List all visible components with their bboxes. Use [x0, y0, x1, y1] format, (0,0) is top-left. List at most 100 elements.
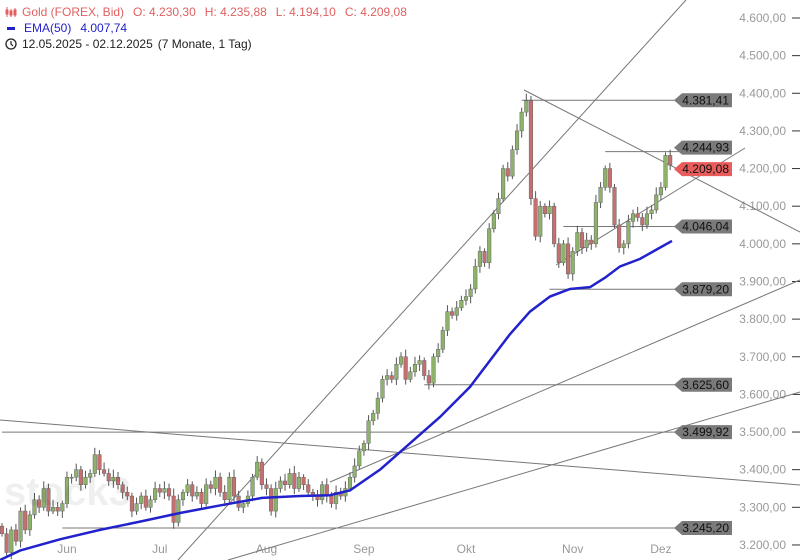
candle-body: [505, 168, 510, 177]
candle-body: [375, 397, 380, 414]
candle-body: [78, 469, 83, 485]
candle-body: [92, 454, 97, 474]
candle-body: [579, 232, 585, 248]
label-text: 3.879,20: [682, 282, 729, 296]
candle: [385, 369, 390, 386]
ema-line-icon: [7, 26, 15, 30]
candle-body: [18, 510, 23, 542]
candle-body: [575, 232, 580, 252]
candle-body: [422, 360, 427, 376]
level-price-label: 3.625,60: [674, 377, 732, 392]
candle: [111, 469, 116, 488]
watermark-logo: stock3: [4, 470, 131, 514]
candle-body: [621, 243, 626, 248]
candle-body: [663, 155, 668, 188]
level-price-label: 3.879,20: [674, 282, 732, 297]
candle-body: [166, 488, 172, 497]
candle: [23, 504, 28, 535]
candle-body: [491, 213, 496, 230]
candle: [264, 478, 269, 496]
candle: [88, 469, 93, 483]
candle-body: [366, 420, 371, 444]
candle: [166, 483, 172, 501]
candle: [607, 162, 612, 193]
candle: [621, 240, 626, 255]
candle-body: [510, 149, 515, 177]
candle-body: [352, 465, 357, 478]
candle: [190, 481, 195, 502]
candle-body: [463, 296, 469, 301]
candle-body: [46, 488, 51, 512]
candle-body: [668, 155, 673, 166]
candle: [598, 182, 603, 209]
candle-body: [361, 443, 366, 452]
candle: [46, 483, 51, 517]
label-background: [674, 520, 732, 535]
ema-row: EMA(50) 4.007,74: [5, 20, 411, 36]
y-tick-label: 4.200,00: [739, 162, 786, 176]
candle: [0, 523, 5, 537]
candle-body: [64, 476, 70, 504]
candle: [64, 471, 70, 509]
candle: [454, 301, 459, 321]
y-tick-label: 4.500,00: [739, 49, 786, 63]
candlestick-icon: [5, 7, 17, 17]
candle-body: [459, 300, 464, 309]
candle-body: [436, 348, 441, 358]
y-tick-label: 3.900,00: [739, 274, 786, 288]
candle: [570, 247, 575, 281]
candle: [575, 225, 580, 256]
candle: [436, 343, 441, 363]
clock-icon: [5, 38, 17, 50]
candle: [315, 490, 320, 507]
candle: [78, 465, 83, 491]
candle: [324, 478, 329, 503]
candle-body: [134, 503, 139, 512]
candle-body: [538, 205, 543, 237]
candle-body: [69, 476, 74, 479]
candle-body: [417, 360, 422, 365]
candle: [180, 489, 186, 506]
candle: [32, 493, 37, 519]
candle-body: [501, 168, 506, 199]
candle: [259, 458, 264, 490]
candle: [334, 485, 339, 510]
candle-body: [426, 375, 431, 384]
candle: [41, 481, 46, 511]
candle-body: [514, 130, 520, 150]
candle: [199, 488, 204, 509]
candle: [654, 187, 659, 214]
candle-body: [292, 473, 297, 489]
symbol-name[interactable]: Gold (FOREX, Bid): [22, 5, 125, 19]
candle-body: [287, 473, 292, 485]
candle: [69, 473, 74, 484]
candle-body: [334, 492, 339, 504]
candle-body: [598, 187, 603, 203]
candle-body: [102, 469, 107, 474]
candle-body: [157, 488, 162, 493]
candle: [60, 500, 65, 518]
x-tick-label: Jun: [57, 542, 76, 556]
candle-body: [171, 495, 176, 523]
label-background: [674, 282, 732, 297]
ema-label[interactable]: EMA(50): [24, 21, 72, 35]
candle: [204, 478, 209, 507]
candle-body: [649, 209, 654, 214]
candle: [547, 200, 552, 220]
candle-body: [185, 484, 190, 493]
candle-body: [496, 198, 501, 214]
candle-body: [269, 488, 274, 512]
candle-body: [296, 476, 302, 489]
candle-body: [477, 251, 482, 267]
candle: [635, 206, 640, 222]
candle-body: [259, 461, 264, 485]
candle: [227, 472, 232, 504]
candle: [533, 191, 538, 241]
candle-body: [231, 476, 237, 497]
candle: [408, 366, 413, 383]
candle-body: [533, 198, 538, 237]
candle: [514, 124, 520, 155]
level-price-label: 3.245,20: [674, 520, 732, 535]
y-tick-label: 4.600,00: [739, 11, 786, 25]
